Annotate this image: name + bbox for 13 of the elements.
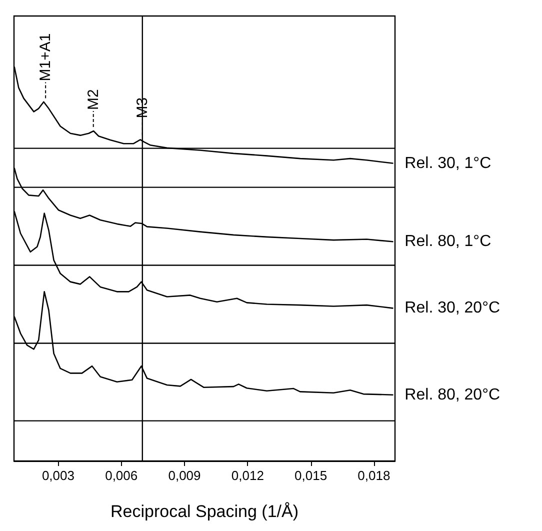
annotation: M2 [84,89,102,110]
annotation: M1+A1 [37,33,54,82]
x-tick-label: 0,006 [105,468,138,483]
x-tick-label: 0,018 [358,468,390,483]
series-label: Rel. 80, 1°C [404,233,492,250]
x-tick-label: 0,015 [294,468,328,483]
x-tick-label: 0,012 [231,468,264,483]
series-label: Rel. 30, 1°C [404,154,492,172]
x-tick-label: 0,009 [168,468,201,483]
x-tick-label: 0,003 [42,468,74,483]
series-label: Rel. 30, 20°C [404,300,500,317]
x-axis-title: Reciprocal Spacing (1/Å) [110,502,299,521]
series-label: Rel. 80, 20°C [404,386,500,404]
